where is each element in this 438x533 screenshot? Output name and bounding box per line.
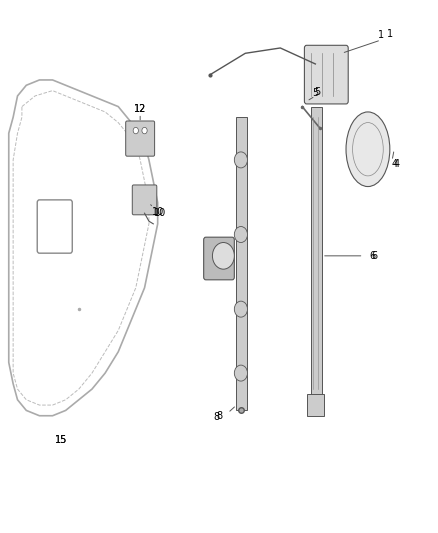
Bar: [311, 107, 322, 400]
Text: 1: 1: [378, 30, 384, 39]
FancyBboxPatch shape: [304, 45, 348, 104]
Circle shape: [234, 301, 247, 317]
Text: 10: 10: [152, 207, 164, 216]
FancyBboxPatch shape: [126, 121, 155, 156]
Ellipse shape: [346, 112, 390, 187]
Text: 10: 10: [154, 208, 166, 217]
Text: 5: 5: [312, 88, 318, 98]
Text: 1: 1: [387, 29, 393, 39]
Circle shape: [234, 365, 247, 381]
Text: 8: 8: [216, 411, 222, 421]
Circle shape: [234, 152, 247, 168]
Text: 12: 12: [134, 104, 146, 114]
Bar: [236, 117, 247, 410]
Text: 12: 12: [134, 104, 146, 114]
Text: 15: 15: [55, 435, 67, 445]
FancyBboxPatch shape: [132, 185, 157, 215]
Text: 8: 8: [214, 412, 220, 422]
Text: 6: 6: [371, 251, 378, 261]
Text: 15: 15: [55, 435, 67, 445]
Circle shape: [234, 227, 247, 243]
Text: 5: 5: [314, 87, 321, 96]
Text: 6: 6: [369, 251, 375, 261]
FancyBboxPatch shape: [204, 237, 234, 280]
Text: 4: 4: [393, 159, 399, 168]
Text: 4: 4: [391, 159, 397, 168]
Circle shape: [133, 127, 138, 134]
Circle shape: [142, 127, 147, 134]
Bar: [307, 394, 324, 416]
Circle shape: [212, 243, 234, 269]
